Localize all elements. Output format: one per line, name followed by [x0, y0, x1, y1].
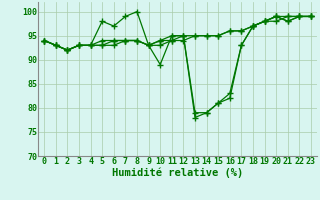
X-axis label: Humidité relative (%): Humidité relative (%) [112, 168, 243, 178]
